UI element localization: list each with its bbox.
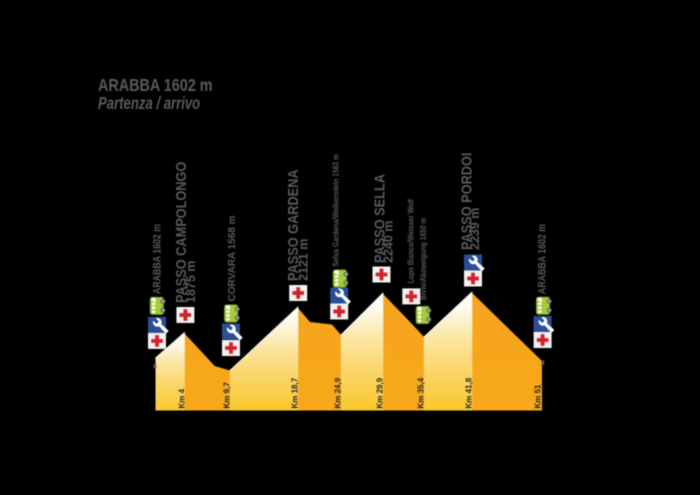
svg-text:Partenza / arrivo: Partenza / arrivo	[98, 94, 201, 113]
svg-text:2239 m: 2239 m	[468, 208, 482, 250]
svg-text:PASSO GARDENA: PASSO GARDENA	[284, 169, 301, 281]
svg-text:Km 18,7: Km 18,7	[291, 377, 300, 408]
svg-text:ARABBA 1602 m: ARABBA 1602 m	[98, 76, 213, 96]
svg-text:PASSO SELLA: PASSO SELLA	[370, 174, 387, 263]
svg-text:2240 m: 2240 m	[381, 221, 395, 263]
svg-text:1875 m: 1875 m	[184, 261, 198, 303]
svg-text:PASSO CAMPOLONGO: PASSO CAMPOLONGO	[172, 162, 189, 303]
svg-text:Selva Gardena/Wolkenstein 1563: Selva Gardena/Wolkenstein 1563 m	[331, 154, 341, 267]
svg-text:ARABBA 1602 m: ARABBA 1602 m	[152, 224, 164, 294]
svg-text:PASSO PORDOI: PASSO PORDOI	[457, 153, 474, 250]
svg-text:ARABBA 1602 m: ARABBA 1602 m	[537, 224, 549, 294]
svg-text:Km 9,7: Km 9,7	[223, 382, 232, 409]
svg-text:CORVARA 1568 m: CORVARA 1568 m	[227, 215, 238, 301]
svg-text:Km 51: Km 51	[534, 384, 543, 409]
svg-text:Lupo Bianco/Weisser Wolf: Lupo Bianco/Weisser Wolf	[406, 199, 416, 284]
svg-text:2121 m: 2121 m	[296, 239, 310, 281]
svg-text:Bivio/Abzweigung 1850 m: Bivio/Abzweigung 1850 m	[418, 217, 428, 300]
svg-text:Km 24,9: Km 24,9	[334, 377, 343, 408]
svg-text:Km 4: Km 4	[178, 388, 187, 408]
svg-text:Km 29,9: Km 29,9	[376, 377, 385, 408]
svg-text:Km 35,4: Km 35,4	[417, 377, 426, 408]
svg-text:Km 41,8: Km 41,8	[465, 377, 474, 408]
